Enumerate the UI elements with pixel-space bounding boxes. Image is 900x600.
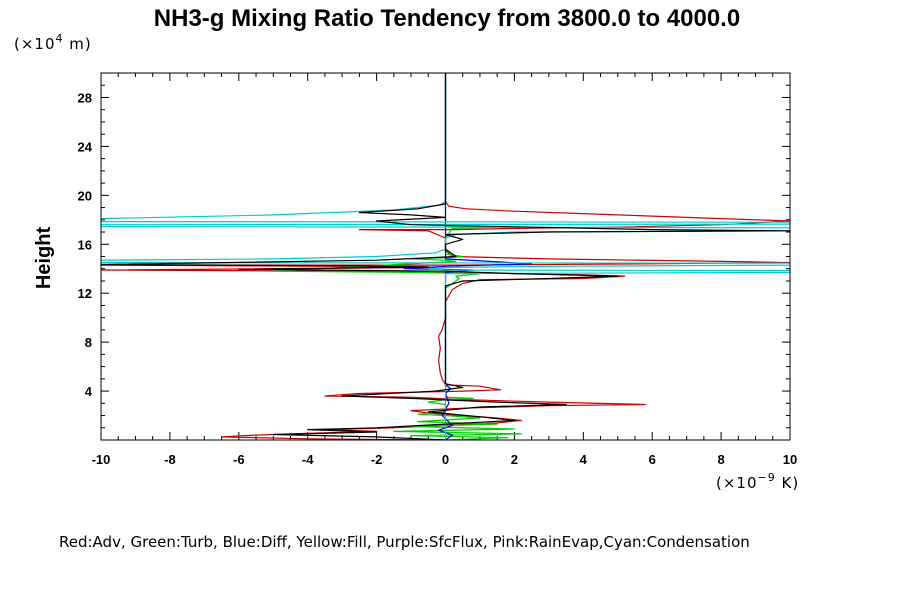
- y-tick-label: 8: [85, 335, 92, 350]
- series-condensation-line: [101, 73, 790, 440]
- y-axis-unit: (×104 m): [14, 32, 92, 53]
- x-tick-label: 2: [511, 452, 518, 467]
- y-tick-label: 24: [78, 139, 93, 154]
- legend-text: Red:Adv, Green:Turb, Blue:Diff, Yellow:F…: [59, 533, 750, 551]
- y-tick-label: 28: [78, 90, 92, 105]
- chart-title: NH3-g Mixing Ratio Tendency from 3800.0 …: [154, 5, 740, 32]
- y-tick-label: 12: [78, 286, 92, 301]
- plot-frame: [100, 72, 791, 441]
- x-axis-unit: (×10−9 K): [716, 471, 799, 492]
- y-tick-label: 20: [78, 188, 92, 203]
- axis-ticks: [100, 73, 791, 440]
- x-tick-label: -2: [371, 452, 383, 467]
- x-tick-label: 8: [717, 452, 724, 467]
- x-tick-label: -6: [233, 452, 245, 467]
- series-turb-line: [272, 73, 522, 440]
- x-tick-label: 6: [649, 452, 656, 467]
- y-tick-label: 4: [85, 384, 93, 399]
- y-tick-label: 16: [78, 237, 92, 252]
- plot-series: [101, 73, 790, 440]
- series-total-line: [101, 73, 790, 440]
- x-tick-label: 4: [580, 452, 588, 467]
- x-tick-label: -8: [164, 452, 176, 467]
- x-tick-label: 0: [442, 452, 449, 467]
- x-tick-label: -10: [92, 452, 111, 467]
- x-tick-label: -4: [302, 452, 314, 467]
- y-axis-label: Height: [33, 227, 55, 290]
- x-tick-label: 10: [783, 452, 797, 467]
